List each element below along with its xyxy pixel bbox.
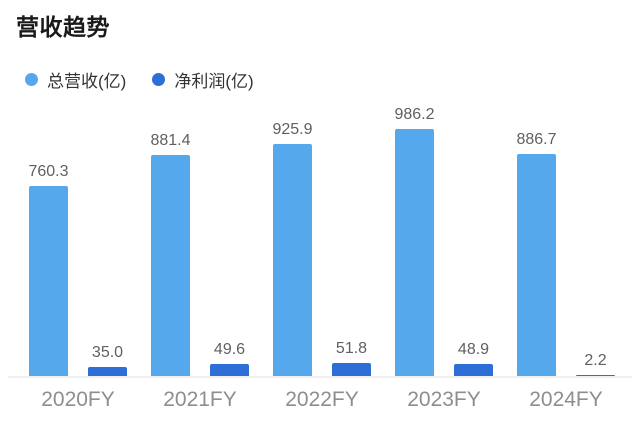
x-axis-label-2024fy: 2024FY <box>529 388 603 411</box>
value-label-net-profit-2020fy: 35.0 <box>91 344 124 362</box>
bar-net-profit-2020fy[interactable] <box>88 367 127 376</box>
bar-net-profit-2021fy[interactable] <box>210 363 249 376</box>
legend-dot-net-profit <box>152 73 166 86</box>
legend-dot-total-revenue <box>25 73 38 86</box>
value-label-total-revenue-2022fy: 925.9 <box>272 121 313 139</box>
value-label-total-revenue-2021fy: 881.4 <box>150 132 191 150</box>
legend-label-net-profit: 净利润(亿) <box>174 72 254 91</box>
chart-legend: 总营收(亿) 净利润(亿) <box>25 67 254 92</box>
value-label-net-profit-2023fy: 48.9 <box>457 340 490 358</box>
x-axis-label-2021fy: 2021FY <box>163 388 237 411</box>
value-label-total-revenue-2023fy: 986.2 <box>394 106 435 123</box>
x-axis-label-2022fy: 2022FY <box>285 388 359 411</box>
value-label-total-revenue-2020fy: 760.3 <box>28 162 69 180</box>
bar-net-profit-2023fy[interactable] <box>454 363 493 376</box>
value-label-net-profit-2021fy: 49.6 <box>213 340 246 358</box>
bar-net-profit-2022fy[interactable] <box>332 363 371 376</box>
bar-net-profit-2024fy[interactable] <box>576 375 615 376</box>
value-label-net-profit-2024fy: 2.2 <box>584 352 607 370</box>
legend-item-net-profit[interactable]: 净利润(亿) <box>152 67 254 92</box>
x-axis-line <box>8 376 632 378</box>
bar-total-revenue-2020fy[interactable] <box>29 185 68 376</box>
legend-item-total-revenue[interactable]: 总营收(亿) <box>25 67 126 92</box>
bar-total-revenue-2021fy[interactable] <box>151 155 190 376</box>
bar-total-revenue-2024fy[interactable] <box>517 153 556 376</box>
legend-label-total-revenue: 总营收(亿) <box>47 72 127 91</box>
bar-total-revenue-2022fy[interactable] <box>273 144 312 376</box>
value-label-total-revenue-2024fy: 886.7 <box>516 130 557 148</box>
bar-total-revenue-2023fy[interactable] <box>395 129 434 376</box>
x-axis-label-2020fy: 2020FY <box>41 388 115 411</box>
x-axis-label-2023fy: 2023FY <box>407 388 481 411</box>
value-label-net-profit-2022fy: 51.8 <box>335 340 368 358</box>
chart-title: 营收趋势 <box>16 14 110 40</box>
